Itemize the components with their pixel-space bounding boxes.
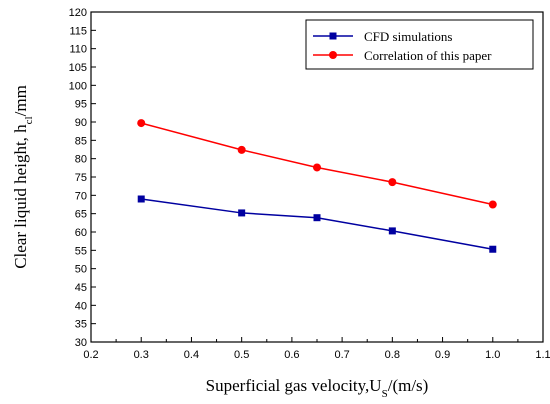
- y-axis-title: Clear liquid height, hcl/mm: [11, 85, 35, 269]
- plot-frame: [90, 11, 544, 343]
- data-point: [313, 214, 321, 222]
- y-tick-label: 80: [75, 154, 87, 166]
- y-tick-label: 115: [69, 25, 87, 37]
- y-tick-label: 90: [75, 117, 87, 129]
- y-tick-label: 85: [75, 135, 87, 147]
- x-tick-label: 0.3: [134, 349, 149, 361]
- x-tick-label: 0.7: [334, 349, 349, 361]
- y-tick-label: 30: [75, 337, 87, 349]
- data-point: [388, 227, 396, 235]
- y-tick-label: 45: [75, 282, 87, 294]
- legend-label: Correlation of this paper: [364, 48, 492, 63]
- axis-ticks: 0.2 0.3 0.4 0.5 0.6 0.7 0.8 0.9 1.0 1.1 30 35 40 45 50…: [69, 7, 550, 361]
- data-point: [313, 163, 321, 172]
- y-tick-label: 100: [69, 80, 87, 92]
- legend-box: [305, 19, 534, 70]
- y-tick-label: 65: [75, 209, 87, 221]
- y-tick-label: 35: [75, 319, 87, 331]
- y-tick-label: 105: [69, 62, 87, 74]
- data-point: [488, 200, 497, 209]
- data-point: [388, 178, 397, 187]
- y-tick-label: 110: [69, 44, 87, 56]
- x-tick-label: 0.6: [284, 349, 299, 361]
- y-tick-label: 60: [75, 227, 87, 239]
- data-point: [489, 245, 497, 253]
- y-tick-label: 120: [69, 7, 87, 19]
- y-tick-label: 70: [75, 190, 87, 202]
- x-tick-label: 0.8: [385, 349, 400, 361]
- x-axis-title: Superficial gas velocity,US/(m/s): [206, 376, 429, 400]
- y-tick-label: 75: [75, 172, 87, 184]
- x-tick-label: 1.0: [485, 349, 500, 361]
- x-tick-label: 0.2: [83, 349, 98, 361]
- x-tick-label: 1.1: [535, 349, 550, 361]
- series-line-1: [141, 198, 493, 250]
- legend: CFD simulations Correlation of this paper: [305, 19, 534, 70]
- legend-marker: [329, 51, 337, 59]
- data-point: [237, 145, 246, 154]
- legend-label: CFD simulations: [364, 29, 453, 44]
- data-point: [137, 195, 145, 203]
- y-tick-label: 40: [75, 300, 87, 312]
- data-point: [238, 209, 246, 217]
- x-tick-label: 0.4: [184, 349, 199, 361]
- y-tick-label: 50: [75, 264, 87, 276]
- x-tick-label: 0.5: [234, 349, 249, 361]
- x-tick-label: 0.9: [435, 349, 450, 361]
- y-tick-label: 55: [75, 245, 87, 257]
- y-tick-label: 95: [75, 99, 87, 111]
- data-point: [137, 119, 146, 128]
- series-layer: [137, 119, 497, 253]
- legend-marker: [329, 32, 337, 40]
